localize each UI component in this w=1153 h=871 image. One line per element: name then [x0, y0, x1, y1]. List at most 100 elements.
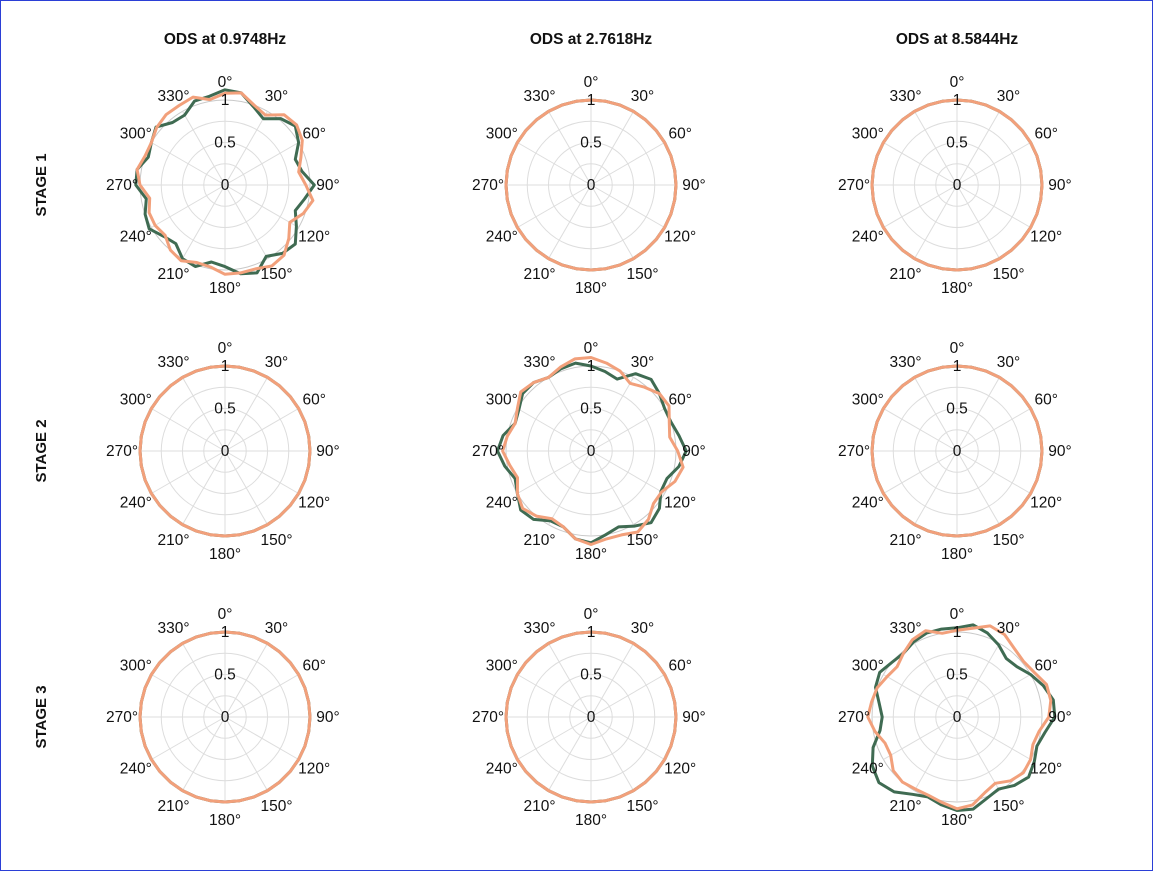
polar-panels: 00.510°30°60°90°120°150°180°210°240°270°…	[106, 74, 1072, 829]
radial-tick-label: 0.5	[214, 667, 236, 684]
angle-tick-label: 150°	[626, 798, 658, 815]
angular-gridline	[224, 184, 268, 259]
angle-tick-label: 300°	[120, 658, 152, 675]
angle-tick-label: 300°	[486, 126, 518, 143]
angular-gridline	[883, 674, 958, 718]
radial-tick-label: 0.5	[214, 135, 236, 152]
angular-gridline	[224, 111, 268, 186]
angle-tick-label: 60°	[302, 126, 325, 143]
angle-tick-label: 150°	[260, 266, 292, 283]
angle-tick-label: 270°	[106, 177, 138, 194]
angular-gridline	[224, 716, 268, 791]
angle-tick-label: 90°	[316, 443, 339, 460]
angular-gridline	[151, 184, 226, 228]
angle-tick-label: 150°	[992, 266, 1024, 283]
radial-tick-label: 0	[221, 709, 230, 726]
polar-panel: 0 0.5 10° 30° 60° 90° 120° 150° 180° 210° 240° 270°…	[472, 606, 706, 829]
angle-tick-label: 150°	[992, 798, 1024, 815]
series-line-light	[870, 98, 1044, 272]
angular-gridline	[182, 111, 226, 186]
angular-gridline	[182, 716, 226, 791]
angular-gridline	[590, 111, 634, 186]
angle-tick-label: 240°	[852, 495, 884, 512]
angular-gridline	[914, 450, 958, 525]
angle-tick-label: 120°	[664, 495, 696, 512]
angle-tick-label: 90°	[316, 709, 339, 726]
angular-gridline	[914, 184, 958, 259]
polar-panel: 0 0.5 10° 30° 60° 90° 120° 150° 180° 210° 240° 270°…	[472, 74, 706, 297]
angle-tick-label: 0°	[950, 74, 965, 91]
radial-tick-label: 0.5	[580, 135, 602, 152]
radial-tick-label: 0.5	[946, 135, 968, 152]
angular-gridline	[224, 674, 299, 718]
angle-tick-label: 120°	[1030, 229, 1062, 246]
angle-tick-label: 330°	[889, 88, 921, 105]
angle-tick-label: 60°	[1034, 392, 1057, 409]
angular-gridline	[151, 450, 226, 494]
angular-gridline	[224, 643, 268, 718]
row-label: STAGE 3	[33, 685, 50, 748]
angle-tick-label: 0°	[950, 606, 965, 623]
angular-gridline	[956, 450, 1000, 525]
radial-tick-label: 0	[587, 177, 596, 194]
angular-gridline	[151, 408, 226, 452]
angle-tick-label: 210°	[889, 532, 921, 549]
angle-tick-label: 210°	[157, 798, 189, 815]
series-line-light	[138, 630, 312, 804]
polar-panel: 0 0.5 10° 30° 60° 90° 120° 150° 180° 210° 240° 270°…	[472, 340, 706, 563]
angle-tick-label: 30°	[631, 354, 654, 371]
angle-tick-label: 270°	[472, 443, 504, 460]
angular-gridline	[914, 643, 958, 718]
angle-tick-label: 30°	[265, 354, 288, 371]
angular-gridline	[883, 716, 958, 760]
angle-tick-label: 90°	[1048, 443, 1071, 460]
radial-tick-label: 1	[221, 92, 230, 109]
radial-tick-label: 0	[953, 177, 962, 194]
angular-gridline	[517, 450, 592, 494]
angular-gridline	[224, 377, 268, 452]
angle-tick-label: 180°	[575, 812, 607, 829]
angle-tick-label: 90°	[316, 177, 339, 194]
angular-gridline	[590, 450, 665, 494]
angular-gridline	[914, 716, 958, 791]
angle-tick-label: 30°	[631, 620, 654, 637]
angle-tick-label: 150°	[626, 266, 658, 283]
angular-gridline	[224, 142, 299, 186]
row-labels: STAGE 1 STAGE 2 STAGE 3	[33, 153, 50, 748]
series-line-light	[135, 91, 315, 276]
angular-gridline	[590, 643, 634, 718]
angle-tick-label: 300°	[120, 392, 152, 409]
angular-gridline	[182, 377, 226, 452]
polar-panel: 0 0.5 10° 30° 60° 90° 120° 150° 180° 210° 240° 270°…	[106, 74, 340, 297]
angle-tick-label: 210°	[523, 532, 555, 549]
angle-tick-label: 330°	[889, 620, 921, 637]
angular-gridline	[590, 716, 634, 791]
angular-gridline	[517, 716, 592, 760]
radial-tick-label: 0.5	[946, 667, 968, 684]
angle-tick-label: 210°	[157, 266, 189, 283]
angle-tick-label: 240°	[120, 761, 152, 778]
radial-tick-label: 1	[953, 624, 962, 641]
angle-tick-label: 300°	[486, 392, 518, 409]
angular-gridline	[548, 643, 592, 718]
radial-tick-label: 1	[953, 358, 962, 375]
angle-tick-label: 180°	[575, 546, 607, 563]
angle-tick-label: 240°	[852, 761, 884, 778]
angle-tick-label: 210°	[889, 266, 921, 283]
series-line-light	[504, 98, 678, 272]
radial-tick-label: 0	[587, 709, 596, 726]
angle-tick-label: 240°	[486, 761, 518, 778]
series-line-light	[138, 364, 312, 538]
angle-tick-label: 300°	[852, 658, 884, 675]
angle-tick-label: 240°	[486, 495, 518, 512]
angular-gridline	[956, 643, 1000, 718]
angle-tick-label: 30°	[265, 620, 288, 637]
radial-tick-label: 1	[587, 358, 596, 375]
angle-tick-label: 30°	[631, 88, 654, 105]
angle-tick-label: 60°	[668, 658, 691, 675]
series-line-light	[866, 624, 1053, 811]
angular-gridline	[517, 184, 592, 228]
radial-tick-label: 0	[587, 443, 596, 460]
